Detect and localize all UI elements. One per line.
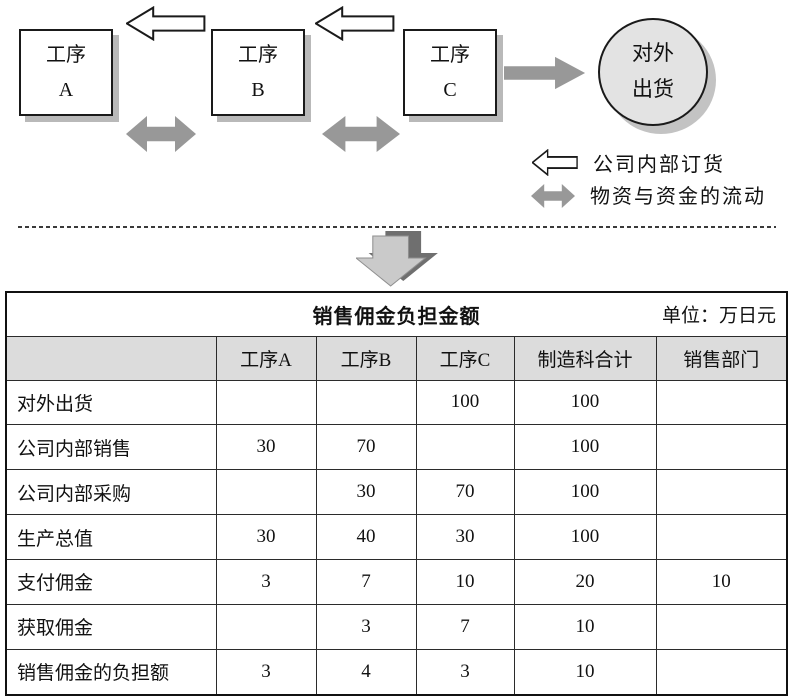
table-title: 销售佣金负担金额 bbox=[312, 305, 481, 328]
table-row: 支付佣金 3 7 10 20 10 bbox=[5, 559, 788, 605]
commission-table-wrap: 销售佣金负担金额 单位：万日元 工序A 工序B 工序C 制造科合计 销售部门 对… bbox=[5, 291, 788, 696]
dashed-divider bbox=[18, 226, 776, 228]
cell: 3 bbox=[215, 559, 317, 605]
cell: 3 bbox=[415, 648, 515, 696]
cell bbox=[655, 603, 788, 650]
process-box-a: 工序 A bbox=[19, 29, 113, 116]
cell: 100 bbox=[415, 379, 515, 426]
table-row: 销售佣金的负担额 3 4 3 10 bbox=[5, 648, 788, 696]
cell: 10 bbox=[513, 603, 657, 650]
internal-order-arrow-icon bbox=[532, 149, 578, 176]
external-shipment-line1: 对外 bbox=[632, 41, 674, 66]
process-box-b: 工序 B bbox=[211, 29, 305, 116]
col-header-process-a: 工序A bbox=[215, 335, 317, 381]
table-row: 生产总值 30 40 30 100 bbox=[5, 514, 788, 560]
legend-material-flow: 物资与资金的流动 bbox=[531, 180, 766, 209]
internal-order-arrow-icon bbox=[315, 6, 395, 41]
col-header-sales-dept: 销售部门 bbox=[655, 335, 788, 381]
table-row: 公司内部销售 30 70 100 bbox=[5, 424, 788, 471]
process-box-b-label: 工序 bbox=[238, 43, 278, 66]
process-box-b-letter: B bbox=[251, 78, 265, 101]
row-label: 销售佣金的负担额 bbox=[5, 648, 217, 696]
cell: 10 bbox=[655, 559, 788, 605]
cell bbox=[315, 379, 417, 426]
legend-material-flow-label: 物资与资金的流动 bbox=[590, 186, 766, 208]
cell bbox=[655, 514, 788, 560]
col-header-process-b: 工序B bbox=[315, 335, 417, 381]
shipment-arrow-icon bbox=[504, 56, 586, 90]
cell: 70 bbox=[315, 424, 417, 471]
cell bbox=[655, 379, 788, 426]
down-arrow-icon bbox=[356, 231, 438, 287]
cell: 30 bbox=[315, 469, 417, 516]
cell: 30 bbox=[415, 514, 515, 560]
table-row: 对外出货 100 100 bbox=[5, 379, 788, 426]
row-label: 公司内部销售 bbox=[5, 424, 217, 471]
cell: 10 bbox=[513, 648, 657, 696]
cell: 3 bbox=[215, 648, 317, 696]
cell: 10 bbox=[415, 559, 515, 605]
table-title-cell: 销售佣金负担金额 单位：万日元 bbox=[5, 291, 788, 337]
process-box-c-letter: C bbox=[443, 78, 457, 101]
commission-table: 销售佣金负担金额 单位：万日元 工序A 工序B 工序C 制造科合计 销售部门 对… bbox=[5, 291, 788, 696]
cell: 100 bbox=[513, 424, 657, 471]
cell: 100 bbox=[513, 469, 657, 516]
table-title-row: 销售佣金负担金额 单位：万日元 bbox=[5, 291, 788, 337]
cell: 3 bbox=[315, 603, 417, 650]
table-header-row: 工序A 工序B 工序C 制造科合计 销售部门 bbox=[5, 335, 788, 381]
material-flow-arrow-icon bbox=[531, 183, 575, 208]
process-box-a-letter: A bbox=[58, 78, 74, 101]
cell: 20 bbox=[513, 559, 657, 605]
cell: 7 bbox=[415, 603, 515, 650]
legend-internal-order-label: 公司内部订货 bbox=[593, 154, 725, 176]
process-box-a-label: 工序 bbox=[46, 43, 86, 66]
row-label: 对外出货 bbox=[5, 379, 217, 426]
external-shipment-line2: 出货 bbox=[632, 77, 674, 101]
material-flow-arrow-icon bbox=[322, 116, 400, 152]
col-header-manufacturing-total: 制造科合计 bbox=[513, 335, 657, 381]
cell bbox=[415, 424, 515, 471]
cell: 40 bbox=[315, 514, 417, 560]
internal-order-arrow-icon bbox=[126, 6, 206, 41]
cell: 100 bbox=[513, 514, 657, 560]
cell: 70 bbox=[415, 469, 515, 516]
cell bbox=[655, 469, 788, 516]
unit-label: 单位：万日元 bbox=[661, 305, 776, 327]
cell: 4 bbox=[315, 648, 417, 696]
cell bbox=[215, 379, 317, 426]
row-label: 生产总值 bbox=[5, 514, 217, 560]
process-box-c: 工序 C bbox=[403, 29, 497, 116]
cell bbox=[655, 424, 788, 471]
cell: 30 bbox=[215, 424, 317, 471]
cell bbox=[215, 469, 317, 516]
legend-internal-order: 公司内部订货 bbox=[532, 148, 725, 177]
row-label: 支付佣金 bbox=[5, 559, 217, 605]
col-header-empty bbox=[5, 335, 217, 381]
col-header-process-c: 工序C bbox=[415, 335, 515, 381]
row-label: 获取佣金 bbox=[5, 603, 217, 650]
cell: 7 bbox=[315, 559, 417, 605]
external-shipment-circle: 对外 出货 bbox=[598, 18, 708, 126]
process-box-c-label: 工序 bbox=[430, 43, 470, 66]
cell bbox=[655, 648, 788, 696]
cell: 30 bbox=[215, 514, 317, 560]
table-row: 获取佣金 3 7 10 bbox=[5, 603, 788, 650]
material-flow-arrow-icon bbox=[126, 116, 196, 152]
row-label: 公司内部采购 bbox=[5, 469, 217, 516]
cell bbox=[215, 603, 317, 650]
cell: 100 bbox=[513, 379, 657, 426]
table-row: 公司内部采购 30 70 100 bbox=[5, 469, 788, 516]
